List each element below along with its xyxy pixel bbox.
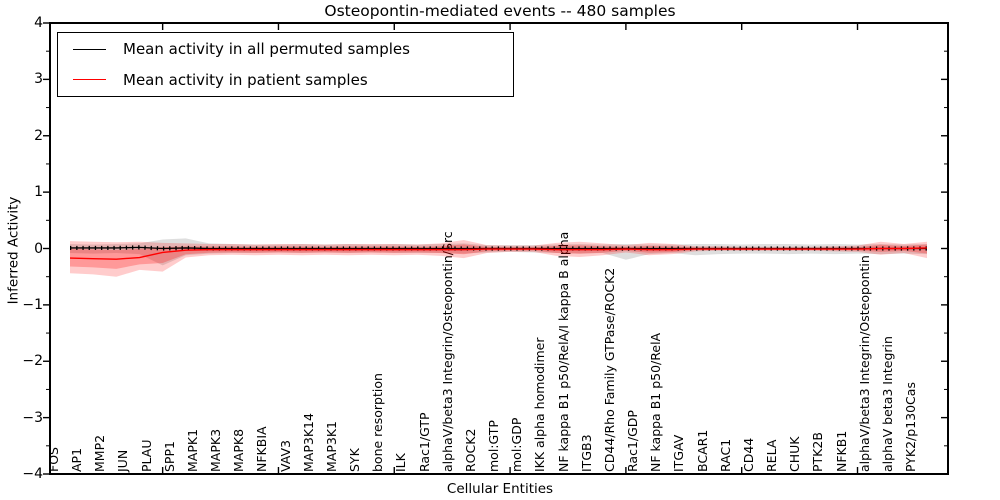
legend: Mean activity in all permuted samples Me… <box>57 32 514 97</box>
legend-label-patient: Mean activity in patient samples <box>123 70 368 89</box>
y-tick-label: −1 <box>22 296 43 313</box>
y-tick-label: 4 <box>34 15 43 31</box>
legend-entry-permuted: Mean activity in all permuted samples <box>58 35 513 63</box>
y-tick-label: 0 <box>34 240 43 257</box>
y-tick-label: 3 <box>34 71 43 88</box>
y-tick-label: 2 <box>34 127 43 144</box>
x-axis-label: Cellular Entities <box>446 481 554 497</box>
patient-band-inner <box>70 244 927 269</box>
permuted-band <box>70 238 927 266</box>
legend-label-permuted: Mean activity in all permuted samples <box>123 40 410 59</box>
y-tick-label: −2 <box>22 353 43 370</box>
legend-entry-patient: Mean activity in patient samples <box>58 66 513 94</box>
y-tick-label: 1 <box>34 184 43 201</box>
y-tick-label: −4 <box>22 466 43 482</box>
patient-line-sample <box>73 79 106 81</box>
plot-title: Osteopontin-mediated events -- 480 sampl… <box>324 2 676 20</box>
patient-mean-line <box>69 247 928 260</box>
y-tick-label: −3 <box>22 409 43 426</box>
permuted-line-sample <box>73 48 106 50</box>
